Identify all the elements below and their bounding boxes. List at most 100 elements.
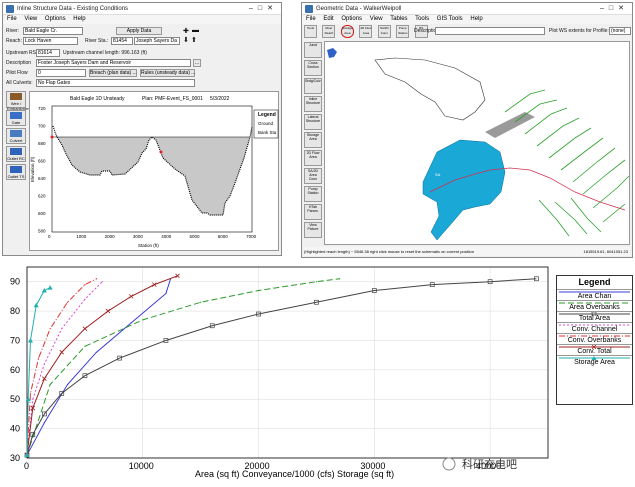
tool-river-reach[interactable]: River Reach xyxy=(322,25,336,38)
tools-icon[interactable]: ▬ xyxy=(192,27,199,34)
tool-rs[interactable]: RS xyxy=(414,25,428,38)
data-point xyxy=(24,452,30,458)
xs-y-tick-label: 700 xyxy=(38,124,46,129)
x-tick-label: 10000 xyxy=(129,461,154,471)
rules-button[interactable]: Rules (unsteady data) ... xyxy=(140,69,196,77)
chart-y-ticks: 30 40 50 60 70 80 90 xyxy=(10,277,20,463)
geo-side-pump-station[interactable]: Pump Station xyxy=(304,186,322,202)
data-point xyxy=(82,326,88,331)
window-controls[interactable]: –□✕ xyxy=(249,5,278,12)
river-sta-field[interactable]: 81454 xyxy=(111,37,133,45)
geo-side-view-picture[interactable]: View Picture xyxy=(304,222,322,238)
culvert-button[interactable]: Culvert xyxy=(6,128,26,144)
chart-frame xyxy=(26,266,549,459)
gate-button[interactable]: Gate xyxy=(6,110,26,126)
legend-item-area-chan: Area Chan xyxy=(557,289,632,300)
geo-menu-edit[interactable]: Edit xyxy=(323,16,334,22)
geo-menu-view[interactable]: View xyxy=(369,16,383,22)
data-point xyxy=(534,276,539,282)
geo-side-storage-area[interactable]: Storage Area xyxy=(304,132,322,148)
weir-embankment-button[interactable]: Weir / Embankment xyxy=(6,91,31,111)
chart-grid xyxy=(26,267,548,459)
reservoir-outline xyxy=(374,57,486,121)
y-tick-label: 30 xyxy=(10,453,20,463)
arrow-down-icon[interactable]: ⬇ xyxy=(183,37,189,44)
reach-select[interactable]: Lock Haven xyxy=(23,37,78,45)
menu-help[interactable]: Help xyxy=(73,16,86,22)
geo-description-label: Description : xyxy=(414,28,442,34)
outlet-rc-button[interactable]: Outlet RC xyxy=(6,146,26,162)
geo-status-bar: (Highlighted reach length) ~ 5546.38 rig… xyxy=(304,247,630,256)
geo-side-inline-structure[interactable]: Inline Structure xyxy=(304,96,322,112)
geo-side-cross-section[interactable]: Cross Section xyxy=(304,60,322,76)
geo-side-junct[interactable]: Junct xyxy=(304,42,322,58)
legend-item-area-overbanks: Area Overbanks xyxy=(557,300,632,311)
cross-section-svg: Bald Eagle 1D Unsteady Plan: PMF-Event_F… xyxy=(30,96,279,248)
gate-icon xyxy=(10,112,22,119)
geo-menu-help[interactable]: Help xyxy=(470,16,483,22)
data-point xyxy=(371,288,377,293)
river-sta-desc[interactable]: Joseph Sayers Da xyxy=(134,37,180,45)
data-point xyxy=(49,328,51,330)
legend-swatch xyxy=(559,312,630,316)
hydraulic-table-chart: 30 40 50 60 70 80 90 0 10000 20000 30000 40000 Are… xyxy=(0,262,635,482)
geo-side-brdg-culv[interactable]: Brdg/Culv xyxy=(304,78,322,94)
apply-data-button[interactable]: Apply Data xyxy=(116,27,162,35)
arrow-up-icon[interactable]: ⬆ xyxy=(191,37,197,44)
xs-x-tick-label: 0 xyxy=(48,234,51,239)
xs-legend xyxy=(253,109,279,139)
geo-menu-options[interactable]: Options xyxy=(341,16,363,22)
upstream-field[interactable]: 81614 xyxy=(36,49,60,57)
data-point xyxy=(82,373,88,379)
geo-menu-gis[interactable]: GIS Tools xyxy=(436,16,463,22)
geo-window-controls[interactable]: –□✕ xyxy=(600,5,629,12)
data-point xyxy=(66,383,69,386)
tool-sa-2d-conn[interactable]: SA/2D Conn xyxy=(377,25,391,38)
culverts-select[interactable]: No Flap Gates xyxy=(36,79,195,87)
geo-side-sa-2d-conn[interactable]: SA/2D Area Conn xyxy=(304,168,322,184)
geo-description-field[interactable] xyxy=(435,27,545,35)
data-point xyxy=(487,279,493,285)
legend-swatch xyxy=(559,302,630,304)
x-tick-label: 0 xyxy=(24,461,29,471)
menu-view[interactable]: View xyxy=(24,16,38,22)
plot-title-mid: Plan: PMF-Event_FS_0001 xyxy=(142,96,203,102)
tool-2d-flow-area[interactable]: 2D Flow Area xyxy=(359,25,373,38)
geo-menu-tables[interactable]: Tables xyxy=(390,16,408,22)
data-point xyxy=(175,273,180,279)
tool-tools[interactable]: Tools xyxy=(304,25,317,38)
data-point xyxy=(49,383,51,386)
breach-button[interactable]: Breach (plan data) ... xyxy=(89,69,137,77)
y-tick-label: 70 xyxy=(10,335,20,345)
geo-side-lateral-structure[interactable]: Lateral Structure xyxy=(304,114,322,130)
pilot-flow-field[interactable]: 0 xyxy=(36,69,86,77)
tool-pump-station[interactable]: Pump Station xyxy=(396,25,410,38)
data-point xyxy=(29,392,32,394)
window-title: Inline Structure Data - Existing Conditi… xyxy=(17,6,129,12)
geo-menu-file[interactable]: File xyxy=(306,16,316,22)
plot-ws-select[interactable]: (none) xyxy=(609,27,631,35)
cross-section-lines xyxy=(504,89,630,237)
river-label: River: xyxy=(6,28,20,34)
outlet-ts-button[interactable]: Outlet TS xyxy=(6,164,26,180)
tool-storage-area[interactable]: Storage Area xyxy=(340,25,354,38)
geo-side-2d-flow-area[interactable]: 2D Flow Area xyxy=(304,150,322,166)
xs-x-tick-label: 1000 xyxy=(76,234,87,239)
data-point xyxy=(33,302,39,308)
menu-file[interactable]: File xyxy=(7,16,17,22)
menu-options[interactable]: Options xyxy=(44,16,66,22)
river-select[interactable]: Bald Eagle Cr. xyxy=(23,27,83,35)
legend-item-total-area: Total Area xyxy=(557,311,632,322)
xs-y-tick-label: 620 xyxy=(38,194,46,199)
description-more-button[interactable]: … xyxy=(193,59,201,67)
outlet-rc-icon xyxy=(10,148,22,155)
geo-menu-tools[interactable]: Tools xyxy=(415,16,430,22)
geo-side-htab-param[interactable]: HTab Param. xyxy=(304,204,322,220)
description-field[interactable]: Foster Joseph Sayers Dam and Reservoir xyxy=(36,59,191,67)
plus-icon[interactable]: ✚ xyxy=(183,28,189,35)
xs-y-tick-label: 600 xyxy=(38,211,46,216)
app-icon xyxy=(6,5,14,13)
legend-label: Conv. Channel xyxy=(571,326,618,333)
bank-sta-left xyxy=(50,135,54,139)
geometry-canvas[interactable]: SA xyxy=(324,41,630,245)
